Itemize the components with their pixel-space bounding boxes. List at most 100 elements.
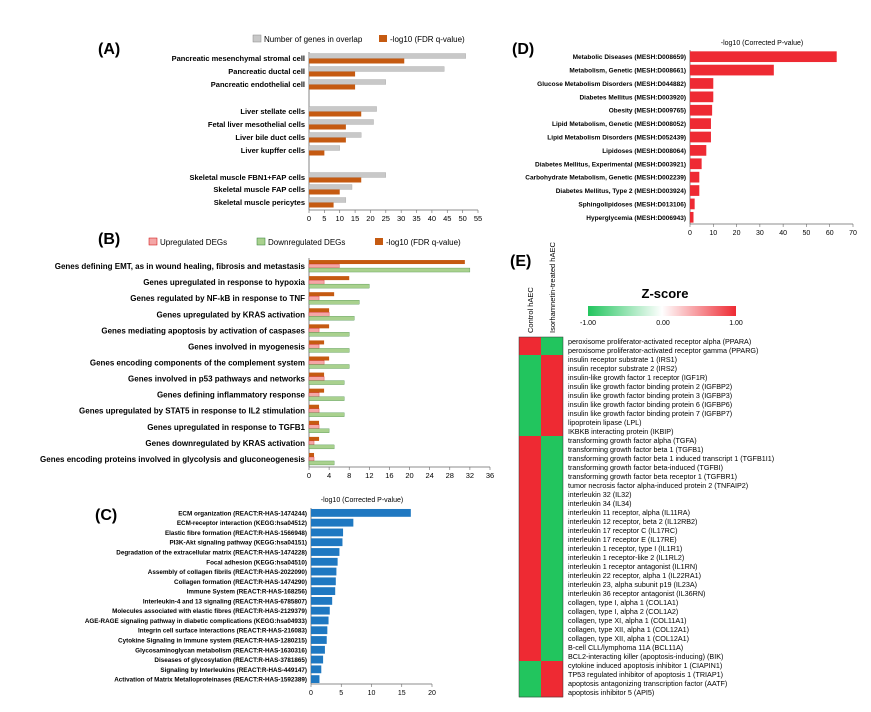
tick-label-b: 32	[466, 471, 474, 480]
heatmap-cell-control	[519, 526, 541, 536]
bar-a-overlap	[308, 106, 377, 112]
bar-b-down	[308, 380, 345, 385]
category-label-c: Collagen formation (REACT:R-HAS-1474290)	[174, 579, 307, 586]
heatmap-border	[518, 336, 564, 698]
bar-c	[311, 606, 330, 615]
heatmap-cell-treated	[541, 490, 563, 500]
heatmap-cell-treated	[541, 670, 563, 680]
bar-a-overlap	[308, 132, 362, 138]
heatmap-cell-control	[519, 688, 541, 698]
heatmap-cell-control	[519, 589, 541, 599]
bar-a-overlap	[308, 197, 347, 203]
heatmap-cell-treated	[541, 355, 563, 365]
tick-label-c: 0	[309, 690, 313, 697]
category-label-b: Genes regulated by NF-kB in response to …	[130, 294, 305, 303]
bar-d	[690, 51, 837, 63]
category-label-a: Skeletal muscle pericytes	[214, 198, 305, 207]
legend-b-fdr-swatch	[375, 238, 383, 245]
heatmap-cell-control	[519, 598, 541, 608]
heatmap-cell-control	[519, 436, 541, 446]
category-label-a: Pancreatic endothelial cell	[211, 80, 305, 89]
bar-b-up	[308, 344, 320, 349]
bar-b-up	[308, 424, 320, 429]
heatmap-cell-treated	[541, 391, 563, 401]
bar-a-overlap	[308, 53, 466, 59]
colorbar-tick-max: 1.00	[729, 320, 743, 327]
bar-b-down	[308, 332, 350, 337]
heatmap-cell-treated	[541, 535, 563, 545]
heatmap-cell-control	[519, 517, 541, 527]
bar-b-down	[308, 396, 345, 401]
category-label-d: Diabetes Mellitus (MESH:D003920)	[579, 94, 686, 101]
heatmap-row-label: transforming growth factor beta receptor…	[568, 472, 737, 481]
bar-d	[690, 145, 707, 156]
bar-d	[690, 78, 714, 89]
heatmap-cell-control	[519, 553, 541, 563]
legend-b-down-swatch	[256, 237, 266, 246]
heatmap-cell-control	[519, 580, 541, 590]
heatmap-row-label: lipoprotein lipase (LPL)	[568, 418, 642, 427]
panel-a: (A) Number of genes in overlap -log10 (F…	[98, 34, 482, 223]
tick-label-c: 15	[398, 690, 406, 697]
category-label-b: Genes involved in myogenesis	[188, 342, 305, 351]
bar-b-up	[308, 456, 315, 462]
heatmap-row-label: insulin like growth factor binding prote…	[568, 382, 732, 391]
heatmap-cell-treated	[541, 517, 563, 527]
category-label-c: Activation of Matrix Metalloproteinases …	[114, 677, 307, 684]
heatmap-cell-treated	[541, 427, 563, 437]
category-label-c: Signaling by Interleukins (REACT:R-HAS-4…	[160, 667, 307, 674]
bar-b-fdr	[309, 420, 320, 425]
panel-c-label: (C)	[95, 507, 117, 524]
tick-label-b: 4	[327, 471, 331, 480]
tick-label-a: 45	[443, 214, 451, 223]
heatmap-cell-control	[519, 508, 541, 518]
heatmap-row-label: interleukin 17 receptor E (IL17RE)	[568, 535, 677, 544]
category-label-d: Metabolic Diseases (MESH:D008659)	[573, 54, 686, 61]
category-label-a: Pancreatic mesenchymal stromal cell	[172, 54, 305, 63]
panel-d: (D) -log10 (Corrected P-value) Metabolic…	[512, 40, 857, 237]
category-label-a: Liver bile duct cells	[235, 133, 305, 142]
heatmap-row-label: cytokine induced apoptosis inhibitor 1 (…	[568, 661, 722, 670]
tick-label-b: 12	[365, 471, 373, 480]
bar-c	[311, 577, 336, 586]
heatmap-cell-treated	[541, 526, 563, 536]
heatmap-cell-treated	[541, 445, 563, 455]
bar-b-fdr	[309, 276, 350, 281]
heatmap-row-label: transforming growth factor beta-induced …	[568, 463, 723, 472]
heatmap-cell-control	[519, 463, 541, 473]
panel-c: (C) -log10 (Corrected P-value) ECM organ…	[85, 497, 436, 697]
category-label-c: AGE-RAGE signaling pathway in diabetic c…	[85, 618, 307, 625]
bar-b-up	[308, 296, 320, 301]
bar-b-down	[308, 428, 330, 433]
heatmap-cell-control	[519, 346, 541, 356]
bar-c	[311, 645, 325, 654]
category-label-b: Genes defining EMT, as in wound healing,…	[55, 262, 306, 271]
heatmap-row-label: interleukin 12 receptor, beta 2 (IL12RB2…	[568, 517, 697, 526]
heatmap-cell-treated	[541, 382, 563, 392]
heatmap-cell-treated	[541, 625, 563, 635]
heatmap-column-label: Control hAEC	[526, 287, 535, 333]
tick-label-a: 25	[382, 214, 390, 223]
tick-label-a: 55	[474, 214, 482, 223]
tick-label-a: 40	[428, 214, 436, 223]
category-label-d: Obesity (MESH:D009765)	[609, 108, 686, 115]
category-label-a: Fetal liver mesothelial cells	[208, 120, 305, 129]
heatmap-cell-control	[519, 571, 541, 581]
category-label-c: Assembly of collagen fibrils (REACT:R-HA…	[148, 569, 307, 576]
bar-a-overlap	[308, 79, 386, 85]
panel-e: (E) Z-score -1.00 0.00 1.00 Control hAEC…	[510, 242, 774, 698]
heatmap-row-label: transforming growth factor beta 1 induce…	[568, 454, 774, 463]
panel-d-label: (D)	[512, 41, 534, 58]
category-label-d: Lipid Metabolism, Genetic (MESH:D008052)	[552, 121, 686, 128]
heatmap-column-label: Isorhamnetin-treated hAEC	[548, 242, 557, 333]
heatmap-cell-treated	[541, 580, 563, 590]
heatmap-row-label: interleukin 34 (IL34)	[568, 499, 632, 508]
heatmap-cell-control	[519, 625, 541, 635]
bar-b-up	[308, 312, 330, 317]
heatmap-cell-control	[519, 409, 541, 419]
heatmap-cell-control	[519, 400, 541, 410]
tick-label-c: 10	[368, 690, 376, 697]
category-label-d: Metabolism, Genetic (MESH:D008661)	[569, 68, 686, 75]
legend-a-fdr-label: -log10 (FDR q-value)	[390, 35, 465, 44]
category-label-d: Glucose Metabolism Disorders (MESH:D0448…	[537, 81, 686, 88]
